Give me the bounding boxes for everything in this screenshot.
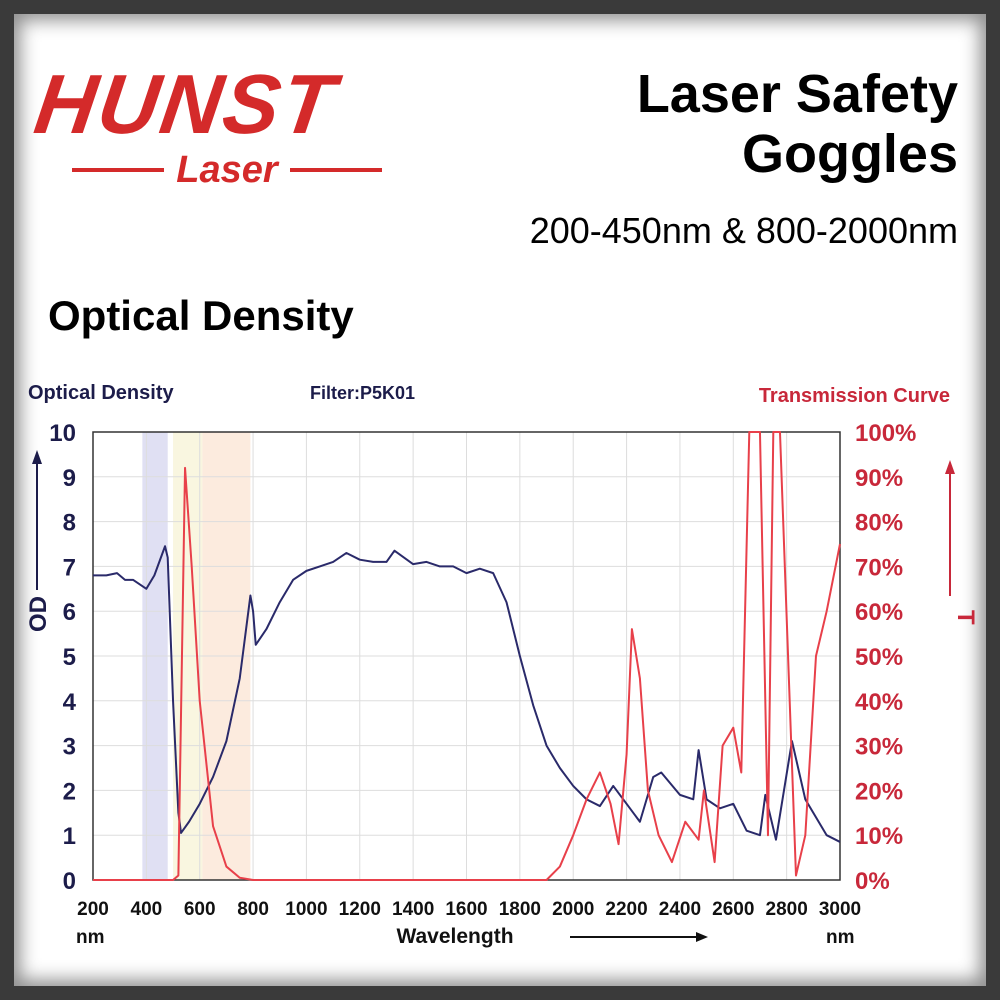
x-tick-label: 1000: [285, 899, 327, 920]
right-axis-title: Transmission Curve: [759, 385, 950, 407]
y-left-tick-label: 9: [63, 465, 76, 492]
x-tick-label: 600: [184, 899, 216, 920]
y-left-tick-label: 3: [63, 734, 76, 761]
y-left-tick-label: 8: [63, 510, 76, 537]
x-tick-label: 2000: [552, 899, 594, 920]
y-left-tick-label: 2: [63, 778, 76, 805]
y-right-tick-label: 50%: [855, 644, 903, 671]
x-tick-label: 2400: [659, 899, 701, 920]
y-right-tick-label: 80%: [855, 510, 903, 537]
left-axis-title: Optical Density: [28, 382, 174, 404]
x-tick-label: 2800: [766, 899, 808, 920]
x-tick-label: 2600: [712, 899, 754, 920]
y-right-tick-label: 100%: [855, 420, 916, 447]
x-tick-label: 800: [237, 899, 269, 920]
x-tick-label: 1200: [339, 899, 381, 920]
y-left-tick-label: 1: [63, 823, 76, 850]
brand-logo: HUNST Laser: [29, 57, 416, 192]
section-title: Optical Density: [48, 292, 354, 339]
y-left-tick-label: 10: [49, 420, 76, 447]
y-right-tick-label: 60%: [855, 599, 903, 626]
y-left-tick-label: 5: [63, 644, 76, 671]
y-right-tick-label: 0%: [855, 868, 890, 895]
logo-line-right: [289, 168, 382, 172]
series-transmission: [93, 431, 841, 881]
y-left-tick-label: 4: [63, 689, 77, 716]
chart-title: Filter:P5K01: [310, 383, 415, 403]
x-tick-label: 3000: [819, 899, 861, 920]
wavelength-spec: 200-450nm & 800-2000nm: [529, 210, 958, 251]
title-line-1: Laser Safety: [636, 64, 958, 124]
y-right-tick-label: 30%: [855, 734, 903, 761]
x-unit-left: nm: [76, 927, 105, 948]
x-tick-label: 1800: [499, 899, 541, 920]
y-right-tick-label: 40%: [855, 689, 903, 716]
title-line-2: Goggles: [741, 124, 958, 184]
y-right-tick-label: 90%: [855, 465, 903, 492]
logo-line-left: [72, 168, 165, 172]
x-tick-label: 1600: [445, 899, 487, 920]
x-tick-label: 1400: [392, 899, 434, 920]
y-right-tick-label: 70%: [855, 554, 903, 581]
logo-sub: Laser: [72, 148, 382, 192]
y-left-tick-label: 0: [63, 868, 76, 895]
logo-sub-text: Laser: [176, 148, 278, 191]
left-arrow-head-icon: [32, 450, 42, 464]
right-arrow-head-icon: [945, 460, 955, 474]
y-right-tick-label: 10%: [855, 823, 903, 850]
y-left-tick-label: 6: [63, 599, 76, 626]
x-tick-label: 200: [77, 899, 109, 920]
x-arrow-head-icon: [696, 932, 708, 942]
right-axis-label: T: [952, 610, 979, 625]
left-axis-label: OD: [25, 596, 52, 632]
x-tick-label: 400: [131, 899, 163, 920]
product-title: Laser Safety Goggles: [637, 64, 958, 184]
x-axis-label: Wavelength: [396, 925, 513, 948]
y-right-tick-label: 20%: [855, 778, 903, 805]
x-tick-label: 2200: [605, 899, 647, 920]
x-unit-right: nm: [826, 927, 855, 948]
y-left-tick-label: 7: [63, 554, 76, 581]
